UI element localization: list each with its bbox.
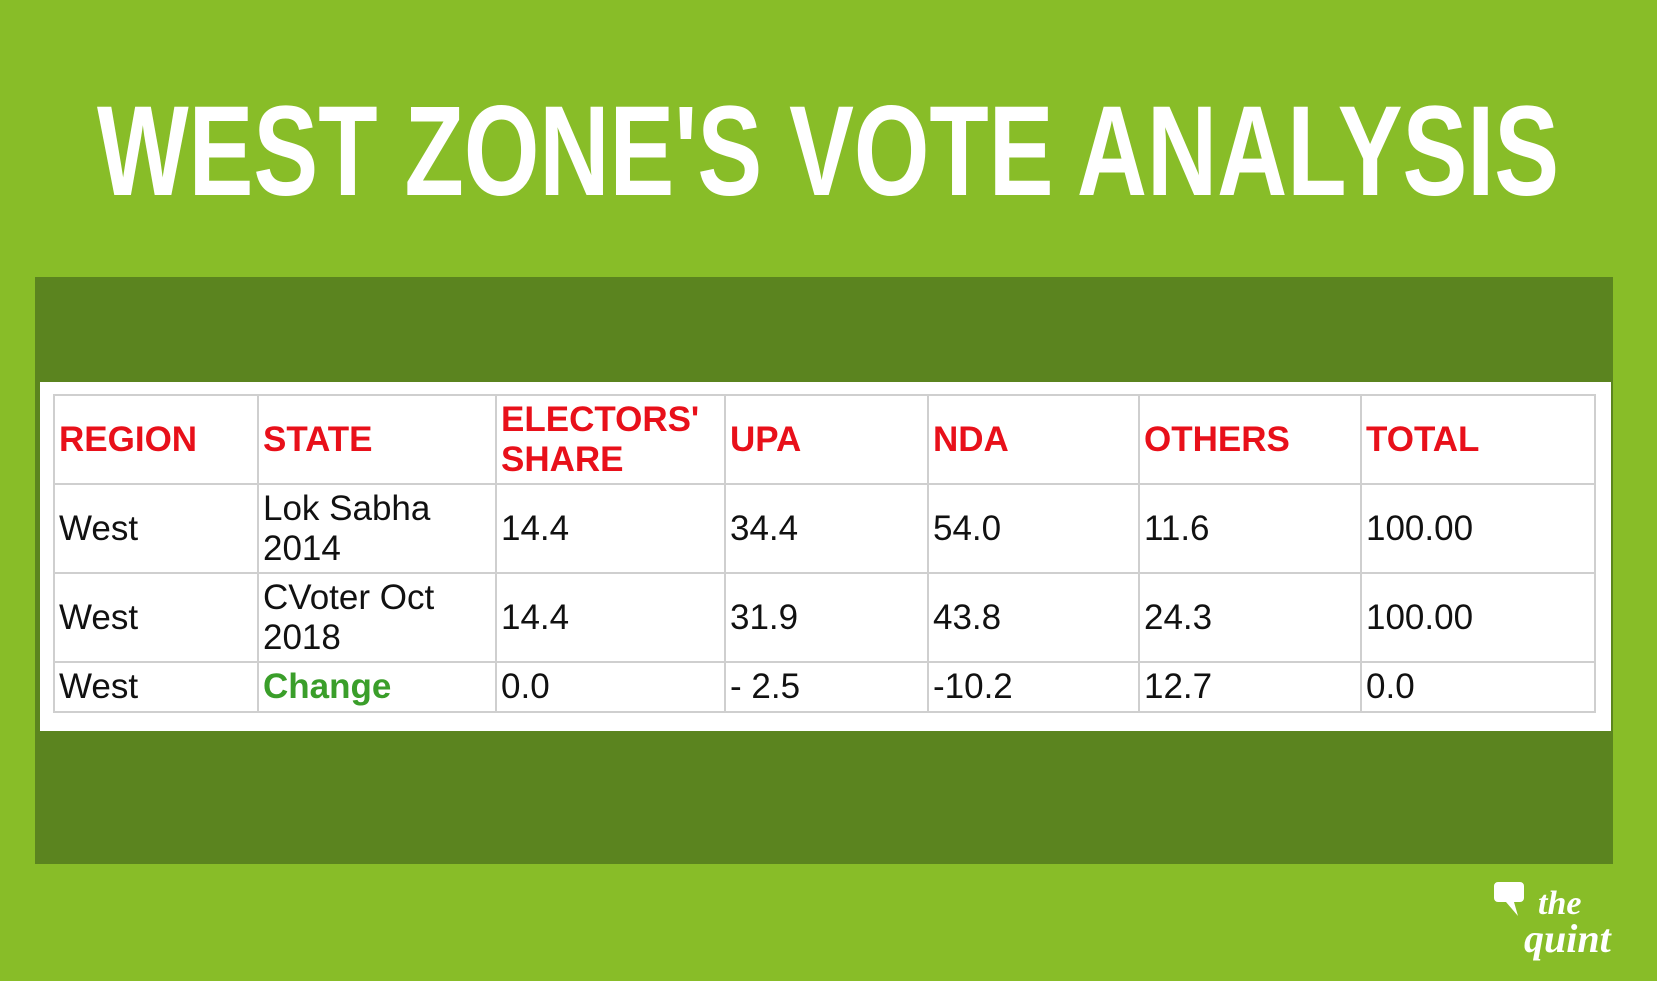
column-header: REGION [53,394,259,485]
logo-text: the [1538,885,1581,922]
table-cell: 0.0 [1360,661,1596,713]
table-cell: Lok Sabha 2014 [257,483,497,574]
table-panel: REGION STATE ELECTORS' SHARE UPA NDA OTHERS TO… [40,382,1611,731]
column-header: ELECTORS' SHARE [495,394,726,485]
table-cell: 34.4 [724,483,929,574]
logo-text: quint [1524,916,1613,961]
table-cell: 100.00 [1360,483,1596,574]
table-cell: CVoter Oct 2018 [257,572,497,663]
column-header: UPA [724,394,929,485]
header-row: REGION STATE ELECTORS' SHARE UPA NDA OTHERS TO… [53,394,1596,485]
column-header: STATE [257,394,497,485]
table-cell: 11.6 [1138,483,1362,574]
column-header: TOTAL [1360,394,1596,485]
table-cell: West [53,572,259,663]
table-cell: 43.8 [927,572,1140,663]
table-cell: 54.0 [927,483,1140,574]
table-cell: West [53,483,259,574]
table-row: West Lok Sabha 2014 14.4 34.4 54.0 11.6 100.00 [53,483,1596,574]
table-cell: 100.00 [1360,572,1596,663]
table-cell: -10.2 [927,661,1140,713]
table-cell: West [53,661,259,713]
table-body: West Lok Sabha 2014 14.4 34.4 54.0 11.6 100.00… [53,483,1596,713]
title-area: WEST ZONE'S VOTE ANALYSIS [97,80,1559,220]
logo-icon [1494,882,1524,916]
column-header: OTHERS [1138,394,1362,485]
table-cell: 14.4 [495,572,726,663]
table-cell: Change [257,661,497,713]
table-cell: 12.7 [1138,661,1362,713]
table-cell: 0.0 [495,661,726,713]
table-cell: 31.9 [724,572,929,663]
table-cell: - 2.5 [724,661,929,713]
table-cell: 14.4 [495,483,726,574]
logo: the quint [1494,882,1613,961]
column-header: NDA [927,394,1140,485]
vote-table: REGION STATE ELECTORS' SHARE UPA NDA OTHERS TO… [53,394,1596,713]
title: WEST ZONE'S VOTE ANALYSIS [97,80,1559,220]
table-cell: 24.3 [1138,572,1362,663]
table-row: West Change 0.0- 2.5 -10.2 12.7 0.0 [53,661,1596,713]
table-row: West CVoter Oct 2018 14.4 31.9 43.8 24.3 100.0… [53,572,1596,663]
